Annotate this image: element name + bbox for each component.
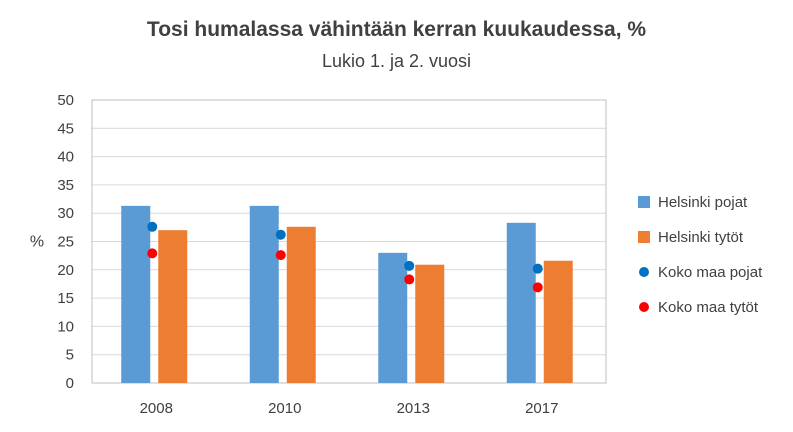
y-tick-label: 40 [57,149,74,166]
legend-label-koko-maa-pojat: Koko maa pojat [658,264,763,281]
x-tick-label: 2008 [140,400,173,417]
y-tick-label: 50 [57,92,74,109]
y-tick-label: 20 [57,262,74,279]
y-tick-label: 45 [57,120,74,137]
x-tick-label: 2013 [397,400,430,417]
marker-koko-maa-tytöt [275,250,286,261]
y-tick-label: 25 [57,234,74,251]
legend-swatch-helsinki-pojat [638,196,650,208]
x-tick-label: 2017 [525,400,558,417]
bar-helsinki-pojat [378,252,408,383]
bar-helsinki-tytöt [286,226,316,383]
plot-border [91,99,607,384]
marker-koko-maa-pojat [532,263,543,274]
marker-koko-maa-tytöt [147,248,158,259]
marker-koko-maa-pojat [147,221,158,232]
legend-label-helsinki-tytöt: Helsinki tytöt [658,229,744,246]
chart-title: Tosi humalassa vähintään kerran kuukaude… [146,18,647,41]
y-tick-label: 30 [57,205,74,222]
y-tick-label: 15 [57,290,74,307]
y-tick-label: 5 [66,347,74,364]
legend-marker-koko-maa-pojat [639,267,649,277]
legend-swatch-helsinki-tytöt [638,231,650,243]
bar-helsinki-tytöt [543,260,573,383]
y-tick-label: 0 [66,375,74,392]
y-tick-label: 10 [57,318,74,335]
legend-label-koko-maa-tytöt: Koko maa tytöt [658,299,759,316]
marker-koko-maa-pojat [404,260,415,271]
bar-helsinki-tytöt [158,230,188,383]
legend-label-helsinki-pojat: Helsinki pojat [658,194,748,211]
legend-marker-koko-maa-tytöt [639,302,649,312]
chart-subtitle: Lukio 1. ja 2. vuosi [321,51,472,71]
bar-helsinki-pojat [506,222,536,383]
y-axis-label: % [30,234,44,251]
marker-koko-maa-tytöt [532,282,543,293]
bar-helsinki-pojat [121,205,151,383]
bar-helsinki-pojat [249,205,279,383]
marker-koko-maa-tytöt [404,274,415,285]
x-tick-label: 2010 [268,400,301,417]
y-tick-label: 35 [57,177,74,194]
marker-koko-maa-pojat [275,229,286,240]
bar-helsinki-tytöt [415,264,445,383]
